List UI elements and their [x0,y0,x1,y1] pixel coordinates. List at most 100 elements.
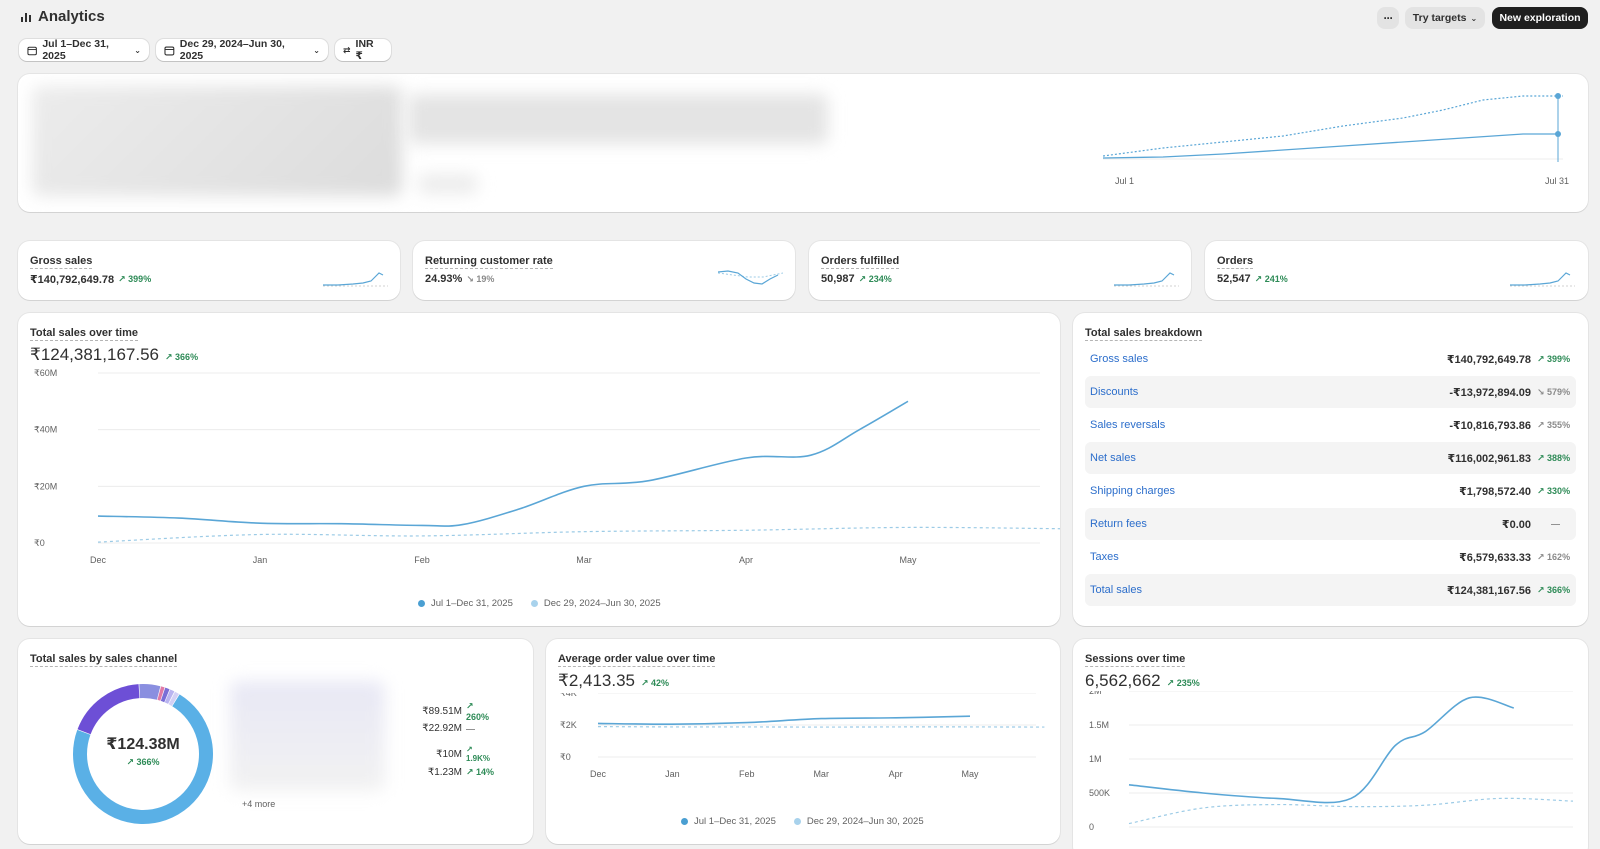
breakdown-label[interactable]: Total sales [1090,584,1142,596]
legend-item[interactable]: Dec 29, 2024–Jun 30, 2025 [530,598,661,609]
donut-slice [73,694,213,824]
breakdown-value: -₹10,816,793.86 [1449,419,1531,432]
y-tick-label: 1M [1089,754,1102,764]
breakdown-value: -₹13,972,894.09 [1449,386,1531,399]
breakdown-value: ₹1,798,572.40 [1459,485,1531,498]
donut-slice [157,686,165,701]
card-title: Average order value over time [558,653,716,667]
sessions-chart: 0 500K 1M 1.5M 2M [1089,691,1574,832]
big-value: ₹2,413.35 [558,671,635,690]
donut-slice [164,689,175,704]
hero-x-start: Jul 1 [1115,176,1135,186]
compare-calendar-icon [164,46,175,55]
legend-item[interactable]: Jul 1–Dec 31, 2025 [681,816,776,827]
aov-chart: ₹0 ₹2K ₹4K Dec Jan Feb Mar Apr May [560,693,1045,779]
date-range-label: Jul 1–Dec 31, 2025 [42,38,109,62]
x-tick-label: May [899,555,917,565]
more-actions-button[interactable]: ··· [1377,7,1399,29]
breakdown-row[interactable]: Gross sales ₹140,792,649.78 ↗ 399% [1085,343,1576,375]
sales-channel-donut [73,684,213,824]
card-title: Sessions over time [1085,653,1186,667]
y-tick-label: 1.5M [1089,720,1109,730]
donut-slice [139,684,161,700]
y-tick-label: 2M [1089,691,1102,696]
value-delta: ↗ 366% [165,352,199,362]
compare-range-picker[interactable]: Dec 29, 2024–Jun 30, 2025 ⌄ [156,38,328,62]
analytics-icon [21,12,31,22]
channel-value: ₹1.23M ↗ 14% [427,767,495,778]
donut-center-value: ₹124.38M [106,736,180,753]
card-title: Total sales by sales channel [30,653,178,667]
breakdown-delta: ↗ 366% [1537,584,1571,595]
total-sales-chart: ₹0 ₹20M ₹40M ₹60M Dec Jan Feb Mar Apr May [34,368,1060,565]
try-targets-button[interactable]: Try targets ⌄ [1405,7,1485,29]
channel-value: ₹22.92M — [422,723,475,734]
kpi-card-gross-sales[interactable]: Gross sales ₹140,792,649.78 ↗ 399% [18,241,400,300]
series-line-comparison [97,526,1060,543]
kpi-delta: ↘ 19% [466,273,495,284]
breakdown-label[interactable]: Sales reversals [1090,419,1166,431]
blurred-content [32,86,402,196]
new-exploration-button[interactable]: New exploration [1492,7,1588,29]
chevron-down-icon: ⌄ [134,45,141,55]
y-tick-label: ₹2K [560,720,577,730]
breakdown-row[interactable]: Total sales ₹124,381,167.56 ↗ 366% [1085,574,1576,606]
channel-value: ₹10M ↗ 1.9K% [436,745,491,763]
card-title: Total sales breakdown [1085,327,1203,341]
breakdown-row[interactable]: Net sales ₹116,002,961.83 ↗ 388% [1085,442,1576,474]
series-line-current [597,715,971,726]
breakdown-label[interactable]: Gross sales [1090,353,1149,365]
chevron-down-icon: ⌄ [313,45,320,55]
kpi-title: Gross sales [30,255,93,269]
value-delta: ↗ 42% [641,678,670,688]
breakdown-delta: ↗ 355% [1537,419,1571,430]
blurred-content [418,174,478,194]
total-sales-card: Total sales over time ₹124,381,167.56 ↗ 3… [18,313,1060,626]
breakdown-row[interactable]: Discounts -₹13,972,894.09 ↘ 579% [1085,376,1576,408]
kpi-card-orders[interactable]: Orders 52,547 ↗ 241% [1205,241,1588,300]
kpi-delta: ↗ 241% [1254,273,1288,284]
kpi-title: Orders [1217,255,1254,269]
legend-item[interactable]: Dec 29, 2024–Jun 30, 2025 [793,816,924,827]
kpi-value: 52,547 [1217,273,1251,285]
card-title: Total sales over time [30,327,139,341]
more-channels-link[interactable]: +4 more [242,799,276,809]
breakdown-delta: — [1551,519,1560,529]
page-header: Analytics [20,8,105,25]
legend-item[interactable]: Jul 1–Dec 31, 2025 [418,598,513,609]
sales-channel-card: Total sales by sales channel ₹124.38M ↗ … [18,639,533,844]
date-range-picker[interactable]: Jul 1–Dec 31, 2025 ⌄ [19,38,149,62]
breakdown-label[interactable]: Shipping charges [1090,485,1176,497]
kpi-card-returning-customer-rate[interactable]: Returning customer rate 24.93% ↘ 19% [413,241,795,300]
x-tick-label: Apr [889,769,903,779]
kpi-title: Returning customer rate [425,255,553,269]
breakdown-delta: ↗ 330% [1537,485,1571,496]
y-tick-label: ₹40M [34,425,57,435]
try-targets-label: Try targets [1412,12,1467,24]
breakdown-card: Total sales breakdown Gross sales ₹140,79… [1073,313,1588,626]
breakdown-row[interactable]: Return fees ₹0.00 — [1085,508,1576,540]
breakdown-row[interactable]: Taxes ₹6,579,633.33 ↗ 162% [1085,541,1576,573]
currency-selector[interactable]: ⇄ INR ₹ [335,38,391,62]
kpi-sparkline [1510,272,1575,287]
breakdown-label[interactable]: Net sales [1090,452,1136,464]
breakdown-label[interactable]: Return fees [1090,518,1147,530]
compare-range-label: Dec 29, 2024–Jun 30, 2025 [179,38,285,62]
x-tick-label: Apr [739,555,753,565]
chart-legend: Jul 1–Dec 31, 2025 Dec 29, 2024–Jun 30, … [681,816,924,827]
kpi-card-orders-fulfilled[interactable]: Orders fulfilled 50,987 ↗ 234% [809,241,1191,300]
x-tick-label: May [961,769,979,779]
value-delta: ↗ 235% [1166,678,1200,688]
y-tick-label: ₹20M [34,481,57,491]
chevron-down-icon: ⌄ [1470,13,1478,23]
breakdown-row[interactable]: Shipping charges ₹1,798,572.40 ↗ 330% [1085,475,1576,507]
kpi-sparkline [1114,272,1179,287]
blurred-content [408,94,828,144]
x-tick-label: Dec [590,769,607,779]
breakdown-row[interactable]: Sales reversals -₹10,816,793.86 ↗ 355% [1085,409,1576,441]
breakdown-label[interactable]: Taxes [1090,551,1119,563]
kpi-delta: ↗ 399% [118,274,152,284]
aov-card: Average order value over time ₹2,413.35 ↗… [546,639,1060,844]
x-tick-label: Mar [813,769,829,779]
breakdown-label[interactable]: Discounts [1090,386,1139,398]
